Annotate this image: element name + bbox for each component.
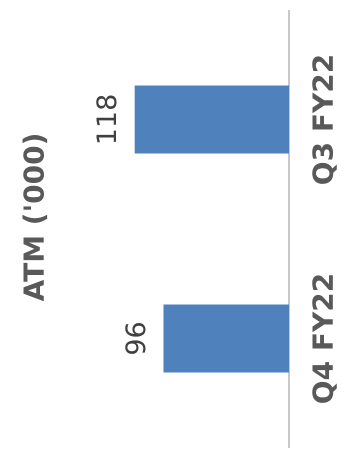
value-axis-title: ATM ('000) <box>18 133 51 302</box>
bar-q4-fy22 <box>163 304 289 373</box>
data-label-q4-fy22: 96 <box>121 321 152 355</box>
bar-q3-fy22 <box>134 85 289 154</box>
data-label-q3-fy22: 118 <box>92 94 123 146</box>
category-label-q3-fy22: Q3 FY22 <box>307 54 340 185</box>
plot-area: 118 Q3 FY22 96 Q4 FY22 ATM ('000) <box>18 10 340 448</box>
category-label-q4-fy22: Q4 FY22 <box>307 273 340 404</box>
